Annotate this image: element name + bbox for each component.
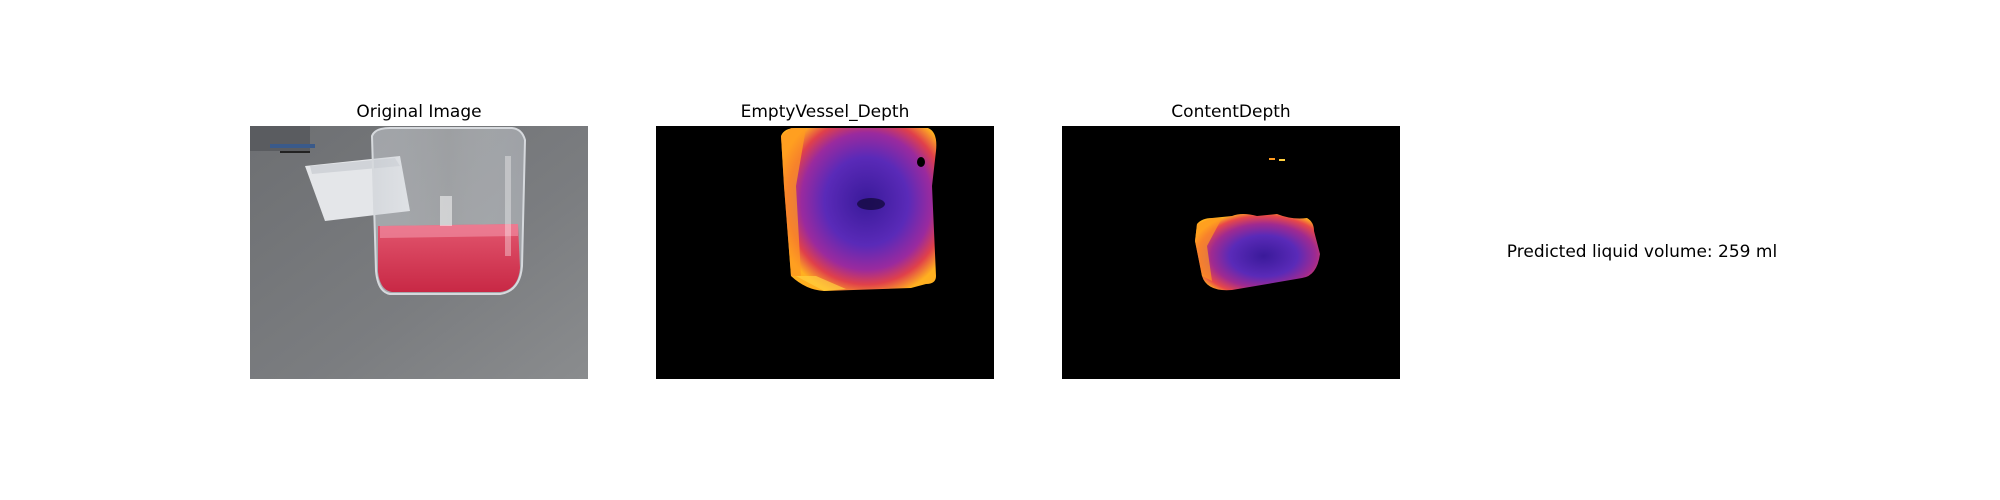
panel-title-empty-vessel-depth: EmptyVessel_Depth — [740, 102, 910, 122]
content-depth-map — [1062, 126, 1400, 379]
panel-title-content-depth: ContentDepth — [1171, 102, 1291, 122]
empty-vessel-depth-map — [656, 126, 994, 379]
predicted-volume-text: Predicted liquid volume: 259 ml — [1506, 242, 1778, 262]
panel-title-original: Original Image — [356, 102, 482, 122]
original-image — [250, 126, 588, 379]
